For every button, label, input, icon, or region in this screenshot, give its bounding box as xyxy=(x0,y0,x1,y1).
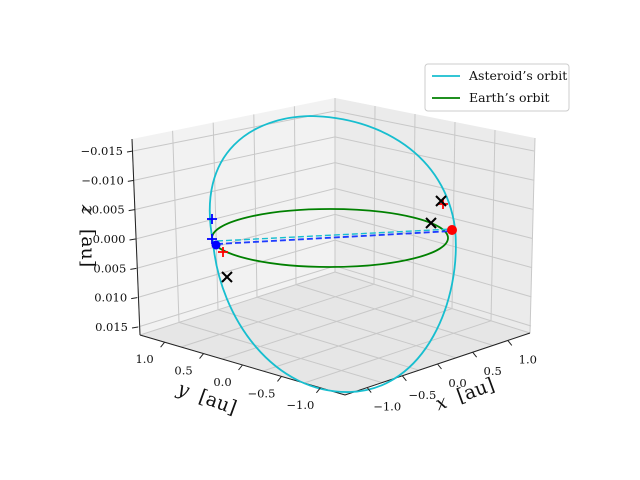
wall-hgrid xyxy=(133,136,534,181)
z-axis-label: z [au] xyxy=(77,204,99,267)
z-axis-var: z xyxy=(77,204,99,216)
z-tick-mark xyxy=(131,297,138,300)
floor-grid-y xyxy=(334,271,531,334)
y-tick-label: 0.5 xyxy=(174,364,192,378)
tick-labels: 0.015 0.010 0.005 0.000 −0.005 −0.010 −0.015 1.… xyxy=(80,144,537,414)
x-tick-label: 0.0 xyxy=(448,376,466,390)
y-tick-mark xyxy=(238,364,243,371)
wall-hgrid xyxy=(132,110,535,152)
x-tick-label: 0.5 xyxy=(484,364,502,378)
wall-hgrid xyxy=(136,213,533,269)
z-tick-label: 0.005 xyxy=(93,261,126,275)
x-axis-var: x xyxy=(432,391,450,415)
x-tick-label: −0.5 xyxy=(408,388,436,402)
wall-hgrid xyxy=(137,239,532,299)
blue-dot-marker xyxy=(211,240,221,250)
black-x-marker xyxy=(221,271,233,283)
right-pane-vgrid xyxy=(490,129,496,321)
wall-hgrid xyxy=(135,187,533,240)
z-tick-mark xyxy=(126,150,134,153)
x-tick-label: 1.0 xyxy=(519,352,537,366)
grid-lines xyxy=(131,98,536,396)
left-pane-vgrid xyxy=(253,114,258,298)
black-x-marker xyxy=(435,195,447,207)
y-tick-label: 1.0 xyxy=(135,352,153,366)
x-tick-mark xyxy=(366,387,372,393)
z-tick-label: −0.005 xyxy=(82,203,125,217)
back-pane-right xyxy=(335,98,535,333)
floor-front-edges xyxy=(139,332,531,396)
floor-grid-x xyxy=(180,283,375,348)
y-tick-mark xyxy=(277,376,282,382)
y-axis-unit: [au] xyxy=(196,385,240,419)
floor-grid-y xyxy=(256,296,457,359)
right-pane-vgrid xyxy=(529,137,536,334)
x-tick-mark xyxy=(437,363,442,370)
x-tick-mark xyxy=(507,340,513,346)
z-axis-line xyxy=(131,138,141,336)
left-pane-vgrid xyxy=(212,122,219,310)
floor-grid-x xyxy=(221,295,414,360)
floor-grid-x xyxy=(139,271,336,336)
dashed-line-2 xyxy=(216,228,453,242)
legend-label-asteroid: Asteroid’s orbit xyxy=(468,68,567,83)
z-tick-mark xyxy=(127,179,134,182)
y-tick-label: 0.0 xyxy=(213,375,231,389)
left-pane-vgrid xyxy=(172,130,180,323)
z-tick-label: 0.015 xyxy=(95,320,128,334)
floor-grid-x xyxy=(303,320,492,384)
right-pane-vgrid xyxy=(373,105,376,285)
z-tick-mark xyxy=(128,209,135,212)
z-tick-label: 0.010 xyxy=(94,291,127,305)
svg-text:z [au]: z [au] xyxy=(77,204,99,267)
wall-hgrid xyxy=(137,265,532,328)
floor-grid-x xyxy=(262,308,453,372)
y-tick-label: −0.5 xyxy=(247,386,275,400)
z-tick-mark xyxy=(131,326,139,329)
right-pane-vgrid xyxy=(412,113,416,297)
left-pane-vgrid xyxy=(293,106,297,285)
y-axis-var: y xyxy=(174,377,193,402)
z-tick-label: −0.015 xyxy=(80,144,123,158)
wall-hgrid xyxy=(134,162,534,211)
floor-grid-y xyxy=(295,284,494,346)
floor-grid-y xyxy=(217,309,420,371)
legend: Asteroid’s orbit Earth’s orbit xyxy=(424,63,570,112)
legend-label-earth: Earth’s orbit xyxy=(469,90,550,105)
y-tick-mark xyxy=(316,387,321,394)
red-dot-marker xyxy=(447,225,457,235)
z-tick-mark xyxy=(130,267,137,270)
dashed-line-1 xyxy=(216,230,453,245)
floor-grid-y xyxy=(178,321,383,384)
markers-layer xyxy=(207,195,457,283)
x-tick-mark xyxy=(472,351,478,358)
back-pane-left xyxy=(132,98,335,335)
y-tick-mark xyxy=(199,353,204,359)
x-tick-mark xyxy=(401,375,407,382)
y-tick-mark xyxy=(160,341,165,348)
x-tick-label: −1.0 xyxy=(373,400,401,414)
black-x-marker xyxy=(425,217,437,229)
z-tick-label: −0.010 xyxy=(81,173,124,187)
y-tick-label: −1.0 xyxy=(286,398,314,412)
z-axis-unit: [au] xyxy=(77,229,99,267)
z-tick-mark xyxy=(129,238,136,241)
z-tick-label: 0.000 xyxy=(93,232,126,246)
